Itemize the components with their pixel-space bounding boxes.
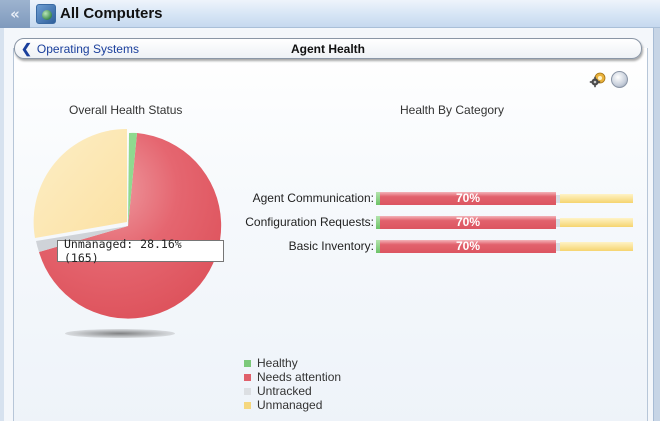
bar-segment-unmanaged[interactable] — [560, 242, 633, 251]
gear-icon[interactable] — [589, 71, 606, 88]
bar-segment-healthy[interactable] — [376, 240, 380, 253]
collapse-sidebar-button[interactable]: « — [0, 0, 30, 28]
legend-label: Unmanaged — [257, 398, 323, 412]
chart-legend: Healthy Needs attention Untracked Unmana… — [244, 356, 341, 412]
chevron-left-icon: ❮ — [21, 41, 32, 56]
window-titlebar: « All Computers — [0, 0, 660, 28]
category-label: Basic Inventory: — [288, 239, 374, 253]
bar-segment-needs-attention[interactable]: 70% — [380, 216, 556, 229]
pie-slice-unmanaged[interactable] — [33, 128, 128, 238]
bar-segment-needs-attention[interactable]: 70% — [380, 192, 556, 205]
legend-item-untracked[interactable]: Untracked — [244, 384, 341, 398]
bar-segment-untracked[interactable] — [556, 195, 560, 203]
bar-segment-healthy[interactable] — [376, 192, 380, 205]
computers-globe-icon — [36, 4, 56, 24]
bar-segment-healthy[interactable] — [376, 216, 380, 229]
bar-segment-untracked[interactable] — [556, 243, 560, 251]
vertical-scrollbar[interactable] — [653, 28, 660, 421]
legend-item-needs-attention[interactable]: Needs attention — [244, 370, 341, 384]
window-title: All Computers — [60, 5, 163, 22]
category-row-configuration-requests: Configuration Requests: 70% — [245, 215, 640, 230]
back-to-operating-systems-link[interactable]: ❮ Operating Systems — [21, 41, 139, 57]
legend-label: Healthy — [257, 356, 298, 370]
legend-swatch-icon — [244, 373, 251, 381]
legend-swatch-icon — [244, 401, 251, 409]
legend-item-healthy[interactable]: Healthy — [244, 356, 341, 370]
legend-label: Untracked — [257, 384, 312, 398]
legend-swatch-icon — [244, 359, 251, 367]
health-by-category-title: Health By Category — [400, 103, 505, 117]
breadcrumb-bar: ❮ Operating Systems Agent Health — [14, 38, 642, 59]
page-title: Agent Health — [290, 42, 365, 56]
category-row-agent-communication: Agent Communication: 70% — [250, 191, 640, 206]
category-label: Agent Communication: — [252, 191, 374, 205]
pie-tooltip: Unmanaged: 28.16% (165) — [57, 237, 224, 265]
bar-segment-untracked[interactable] — [556, 219, 560, 227]
pie-slice-needs-attention[interactable] — [39, 133, 222, 319]
bar-segment-unmanaged[interactable] — [560, 218, 633, 227]
overall-health-title: Overall Health Status — [69, 103, 183, 117]
legend-swatch-icon — [244, 387, 251, 395]
bar-segment-needs-attention[interactable]: 70% — [380, 240, 556, 253]
left-border — [0, 28, 4, 421]
back-link-label: Operating Systems — [36, 42, 139, 56]
pie-slice-healthy[interactable] — [128, 132, 137, 226]
category-row-basic-inventory: Basic Inventory: 70% — [250, 239, 640, 254]
pie-shadow — [65, 329, 175, 338]
globe-refresh-icon[interactable] — [611, 71, 628, 88]
legend-item-unmanaged[interactable]: Unmanaged — [244, 398, 341, 412]
legend-label: Needs attention — [257, 370, 342, 384]
bar-segment-unmanaged[interactable] — [560, 194, 633, 203]
double-chevron-left-icon: « — [10, 5, 20, 23]
category-label: Configuration Requests: — [245, 215, 374, 229]
